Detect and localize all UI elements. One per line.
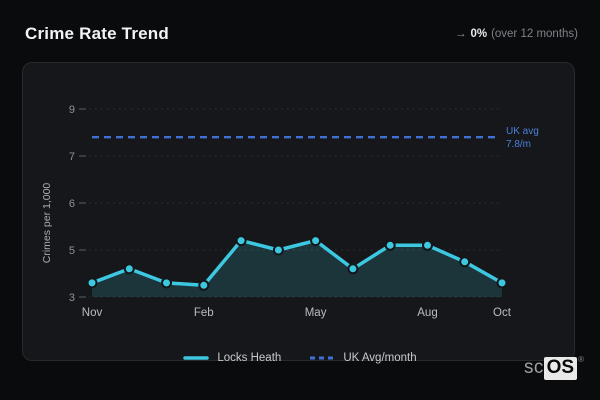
trend-indicator: → 0% (over 12 months)	[455, 28, 578, 40]
data-point[interactable]	[272, 244, 284, 256]
x-tick-label: Aug	[417, 307, 437, 319]
x-tick-label: Nov	[82, 307, 103, 319]
data-point[interactable]	[198, 279, 210, 291]
crime-trend-chart: 3 5 6 7 9 UK avg 7.8/m Nov Feb May Aug Oct Crimes pe…	[41, 104, 539, 319]
legend-item-uk-avg[interactable]: UK Avg/month	[309, 352, 417, 364]
header: Crime Rate Trend → 0% (over 12 months)	[0, 0, 600, 44]
data-point[interactable]	[123, 263, 135, 275]
trend-value: 0%	[470, 28, 488, 40]
y-tick-label: 9	[69, 104, 75, 116]
logo-text-sc: sc	[524, 357, 544, 379]
data-point[interactable]	[86, 277, 98, 289]
data-point[interactable]	[161, 277, 172, 289]
x-tick-label: May	[305, 307, 327, 319]
uk-avg-label-line1: UK avg	[506, 126, 539, 137]
data-point[interactable]	[459, 256, 471, 268]
y-axis-title: Crimes per 1,000	[41, 183, 53, 264]
uk-avg-label-line2: 7.8/m	[506, 139, 531, 150]
chart-legend: Locks Heath UK Avg/month	[0, 352, 600, 364]
y-tick-label: 6	[69, 198, 75, 210]
legend-swatch-dashed-line	[310, 356, 336, 360]
y-tick-label: 3	[69, 292, 75, 304]
scos-logo: sc OS ®	[524, 355, 584, 380]
data-point[interactable]	[310, 235, 322, 247]
legend-label: UK Avg/month	[343, 352, 417, 364]
data-point[interactable]	[384, 239, 396, 251]
data-point[interactable]	[235, 235, 247, 247]
x-tick-label: Feb	[194, 307, 214, 319]
legend-item-locks-heath[interactable]: Locks Heath	[183, 352, 281, 364]
page-title: Crime Rate Trend	[25, 24, 169, 43]
legend-swatch-solid-line	[183, 356, 210, 360]
logo-text-os: OS	[543, 357, 578, 380]
trend-period: (over 12 months)	[491, 28, 578, 40]
chart-panel: 3 5 6 7 9 UK avg 7.8/m Nov Feb May Aug Oct Crimes pe…	[22, 62, 575, 361]
series-line	[90, 238, 504, 288]
y-tick-label: 5	[69, 245, 75, 257]
data-point[interactable]	[496, 277, 508, 289]
data-point[interactable]	[422, 239, 433, 251]
data-point[interactable]	[347, 263, 359, 275]
trend-arrow-icon: →	[454, 28, 467, 40]
registered-mark: ®	[578, 355, 584, 364]
y-tick-label: 7	[69, 151, 75, 163]
legend-label: Locks Heath	[217, 352, 282, 364]
series-area-fill	[92, 240, 502, 297]
x-tick-label: Oct	[493, 307, 512, 319]
